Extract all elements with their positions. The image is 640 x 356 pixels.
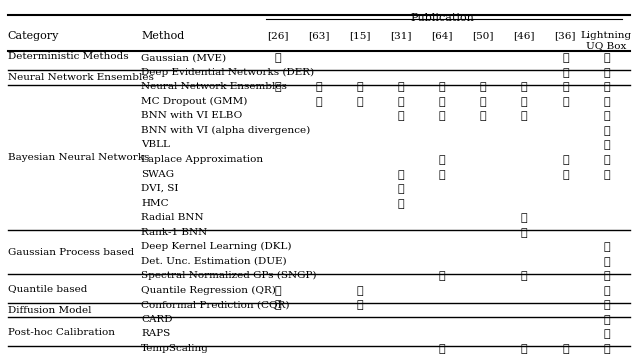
- Text: [26]: [26]: [267, 31, 289, 40]
- Text: MC Dropout (GMM): MC Dropout (GMM): [141, 97, 248, 106]
- Text: ✓: ✓: [562, 155, 569, 165]
- Text: ✓: ✓: [439, 82, 445, 92]
- Text: ✓: ✓: [603, 97, 610, 107]
- Text: ✓: ✓: [603, 271, 610, 281]
- Text: ✓: ✓: [397, 184, 404, 194]
- Text: Post-hoc Calibration: Post-hoc Calibration: [8, 328, 115, 337]
- Text: TempScaling: TempScaling: [141, 344, 209, 353]
- Text: ✓: ✓: [275, 82, 281, 92]
- Text: ✓: ✓: [562, 344, 569, 354]
- Text: VBLL: VBLL: [141, 141, 170, 150]
- Text: Rank-1 BNN: Rank-1 BNN: [141, 227, 207, 237]
- Text: ✓: ✓: [603, 169, 610, 179]
- Text: ✓: ✓: [275, 300, 281, 310]
- Text: [64]: [64]: [431, 31, 453, 40]
- Text: Det. Unc. Estimation (DUE): Det. Unc. Estimation (DUE): [141, 257, 287, 266]
- Text: Category: Category: [8, 31, 59, 41]
- Text: Lightning
UQ Box: Lightning UQ Box: [581, 31, 632, 50]
- Text: SWAG: SWAG: [141, 169, 174, 178]
- Text: Gaussian (MVE): Gaussian (MVE): [141, 53, 227, 62]
- Text: Diffusion Model: Diffusion Model: [8, 306, 92, 315]
- Text: ✓: ✓: [521, 213, 527, 223]
- Text: ✓: ✓: [603, 315, 610, 325]
- Text: ✓: ✓: [356, 97, 363, 107]
- Text: ✓: ✓: [480, 97, 486, 107]
- Text: ✓: ✓: [480, 111, 486, 121]
- Text: ✓: ✓: [521, 227, 527, 238]
- Text: Neural Network Ensembles: Neural Network Ensembles: [141, 82, 287, 91]
- Text: ✓: ✓: [521, 271, 527, 281]
- Text: ✓: ✓: [439, 155, 445, 165]
- Text: ✓: ✓: [397, 82, 404, 92]
- Text: [36]: [36]: [555, 31, 576, 40]
- Text: ✓: ✓: [603, 344, 610, 354]
- Text: ✓: ✓: [603, 242, 610, 252]
- Text: Laplace Approximation: Laplace Approximation: [141, 155, 263, 164]
- Text: Publication: Publication: [410, 14, 474, 23]
- Text: Quantile Regression (QR): Quantile Regression (QR): [141, 286, 276, 295]
- Text: ✓: ✓: [603, 111, 610, 121]
- Text: ✓: ✓: [562, 68, 569, 78]
- Text: ✓: ✓: [275, 286, 281, 296]
- Text: ✓: ✓: [356, 286, 363, 296]
- Text: ✓: ✓: [603, 68, 610, 78]
- Text: [50]: [50]: [472, 31, 494, 40]
- Text: ✓: ✓: [521, 82, 527, 92]
- Text: Conformal Prediction (CQR): Conformal Prediction (CQR): [141, 300, 290, 309]
- Text: ✓: ✓: [480, 82, 486, 92]
- Text: ✓: ✓: [603, 53, 610, 63]
- Text: ✓: ✓: [562, 169, 569, 179]
- Text: Bayesian Neural Networks: Bayesian Neural Networks: [8, 153, 149, 162]
- Text: ✓: ✓: [562, 82, 569, 92]
- Text: RAPS: RAPS: [141, 329, 170, 338]
- Text: ✓: ✓: [439, 111, 445, 121]
- Text: ✓: ✓: [521, 97, 527, 107]
- Text: ✓: ✓: [603, 155, 610, 165]
- Text: Quantile based: Quantile based: [8, 284, 87, 293]
- Text: Deep Kernel Learning (DKL): Deep Kernel Learning (DKL): [141, 242, 292, 251]
- Text: ✓: ✓: [316, 82, 322, 92]
- Text: ✓: ✓: [521, 344, 527, 354]
- Text: Deep Evidential Networks (DER): Deep Evidential Networks (DER): [141, 68, 314, 77]
- Text: ✓: ✓: [562, 97, 569, 107]
- Text: [31]: [31]: [390, 31, 412, 40]
- Text: ✓: ✓: [356, 82, 363, 92]
- Text: [15]: [15]: [349, 31, 371, 40]
- Text: ✓: ✓: [603, 141, 610, 151]
- Text: ✓: ✓: [275, 53, 281, 63]
- Text: ✓: ✓: [439, 97, 445, 107]
- Text: Radial BNN: Radial BNN: [141, 213, 204, 222]
- Text: ✓: ✓: [603, 126, 610, 136]
- Text: CARD: CARD: [141, 315, 173, 324]
- Text: ✓: ✓: [397, 97, 404, 107]
- Text: Gaussian Process based: Gaussian Process based: [8, 248, 134, 257]
- Text: Spectral Normalized GPs (SNGP): Spectral Normalized GPs (SNGP): [141, 271, 317, 281]
- Text: ✓: ✓: [397, 111, 404, 121]
- Text: ✓: ✓: [397, 169, 404, 179]
- Text: BNN with VI (alpha divergence): BNN with VI (alpha divergence): [141, 126, 310, 135]
- Text: ✓: ✓: [562, 53, 569, 63]
- Text: ✓: ✓: [397, 199, 404, 209]
- Text: ✓: ✓: [603, 300, 610, 310]
- Text: Method: Method: [141, 31, 184, 41]
- Text: ✓: ✓: [439, 271, 445, 281]
- Text: ✓: ✓: [603, 257, 610, 267]
- Text: ✓: ✓: [356, 300, 363, 310]
- Text: ✓: ✓: [603, 286, 610, 296]
- Text: HMC: HMC: [141, 199, 169, 208]
- Text: DVI, SI: DVI, SI: [141, 184, 179, 193]
- Text: BNN with VI ELBO: BNN with VI ELBO: [141, 111, 243, 120]
- Text: Neural Network Ensembles: Neural Network Ensembles: [8, 73, 154, 83]
- Text: [63]: [63]: [308, 31, 330, 40]
- Text: ✓: ✓: [603, 329, 610, 339]
- Text: ✓: ✓: [603, 82, 610, 92]
- Text: [46]: [46]: [513, 31, 535, 40]
- Text: ✓: ✓: [521, 111, 527, 121]
- Text: ✓: ✓: [439, 169, 445, 179]
- Text: ✓: ✓: [316, 97, 322, 107]
- Text: Deterministic Methods: Deterministic Methods: [8, 52, 129, 61]
- Text: ✓: ✓: [439, 344, 445, 354]
